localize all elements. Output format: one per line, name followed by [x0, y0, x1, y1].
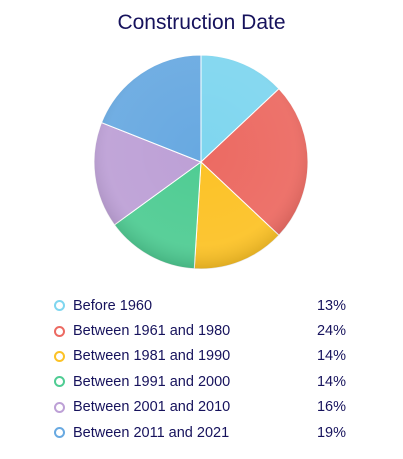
chart-title: Construction Date — [117, 11, 286, 34]
legend-item[interactable]: Between 2001 and 2010 16% — [54, 395, 346, 420]
legend-label: Between 1981 and 1990 — [73, 348, 231, 365]
legend-marker-icon — [54, 376, 65, 388]
legend-marker-icon — [54, 427, 65, 439]
legend-label: Between 1961 and 1980 — [73, 323, 231, 340]
legend-value: 14% — [316, 348, 346, 365]
legend-value: 13% — [316, 297, 346, 314]
legend-value: 14% — [316, 373, 346, 390]
legend-item[interactable]: Between 1991 and 2000 14% — [54, 369, 346, 394]
legend-item[interactable]: Before 1960 13% — [54, 293, 346, 318]
legend-label: Between 1991 and 2000 — [73, 373, 231, 390]
legend-label: Before 1960 — [73, 297, 153, 314]
legend-label: Between 2001 and 2010 — [73, 399, 231, 416]
legend-item[interactable]: Between 2011 and 2021 19% — [54, 420, 346, 445]
legend-item[interactable]: Between 1961 and 1980 24% — [54, 318, 346, 343]
pie-shading — [94, 55, 308, 269]
legend-marker-icon — [54, 300, 65, 312]
legend-marker-icon — [54, 350, 65, 362]
legend-value: 19% — [316, 424, 346, 441]
legend-value: 24% — [316, 323, 346, 340]
legend-label: Between 2011 and 2021 — [73, 424, 230, 441]
legend-marker-icon — [54, 401, 65, 413]
legend-value: 16% — [316, 399, 346, 416]
legend: Before 1960 13% Between 1961 and 1980 24… — [54, 293, 346, 445]
legend-item[interactable]: Between 1981 and 1990 14% — [54, 344, 346, 369]
pie-chart — [93, 54, 309, 270]
legend-marker-icon — [54, 325, 65, 337]
